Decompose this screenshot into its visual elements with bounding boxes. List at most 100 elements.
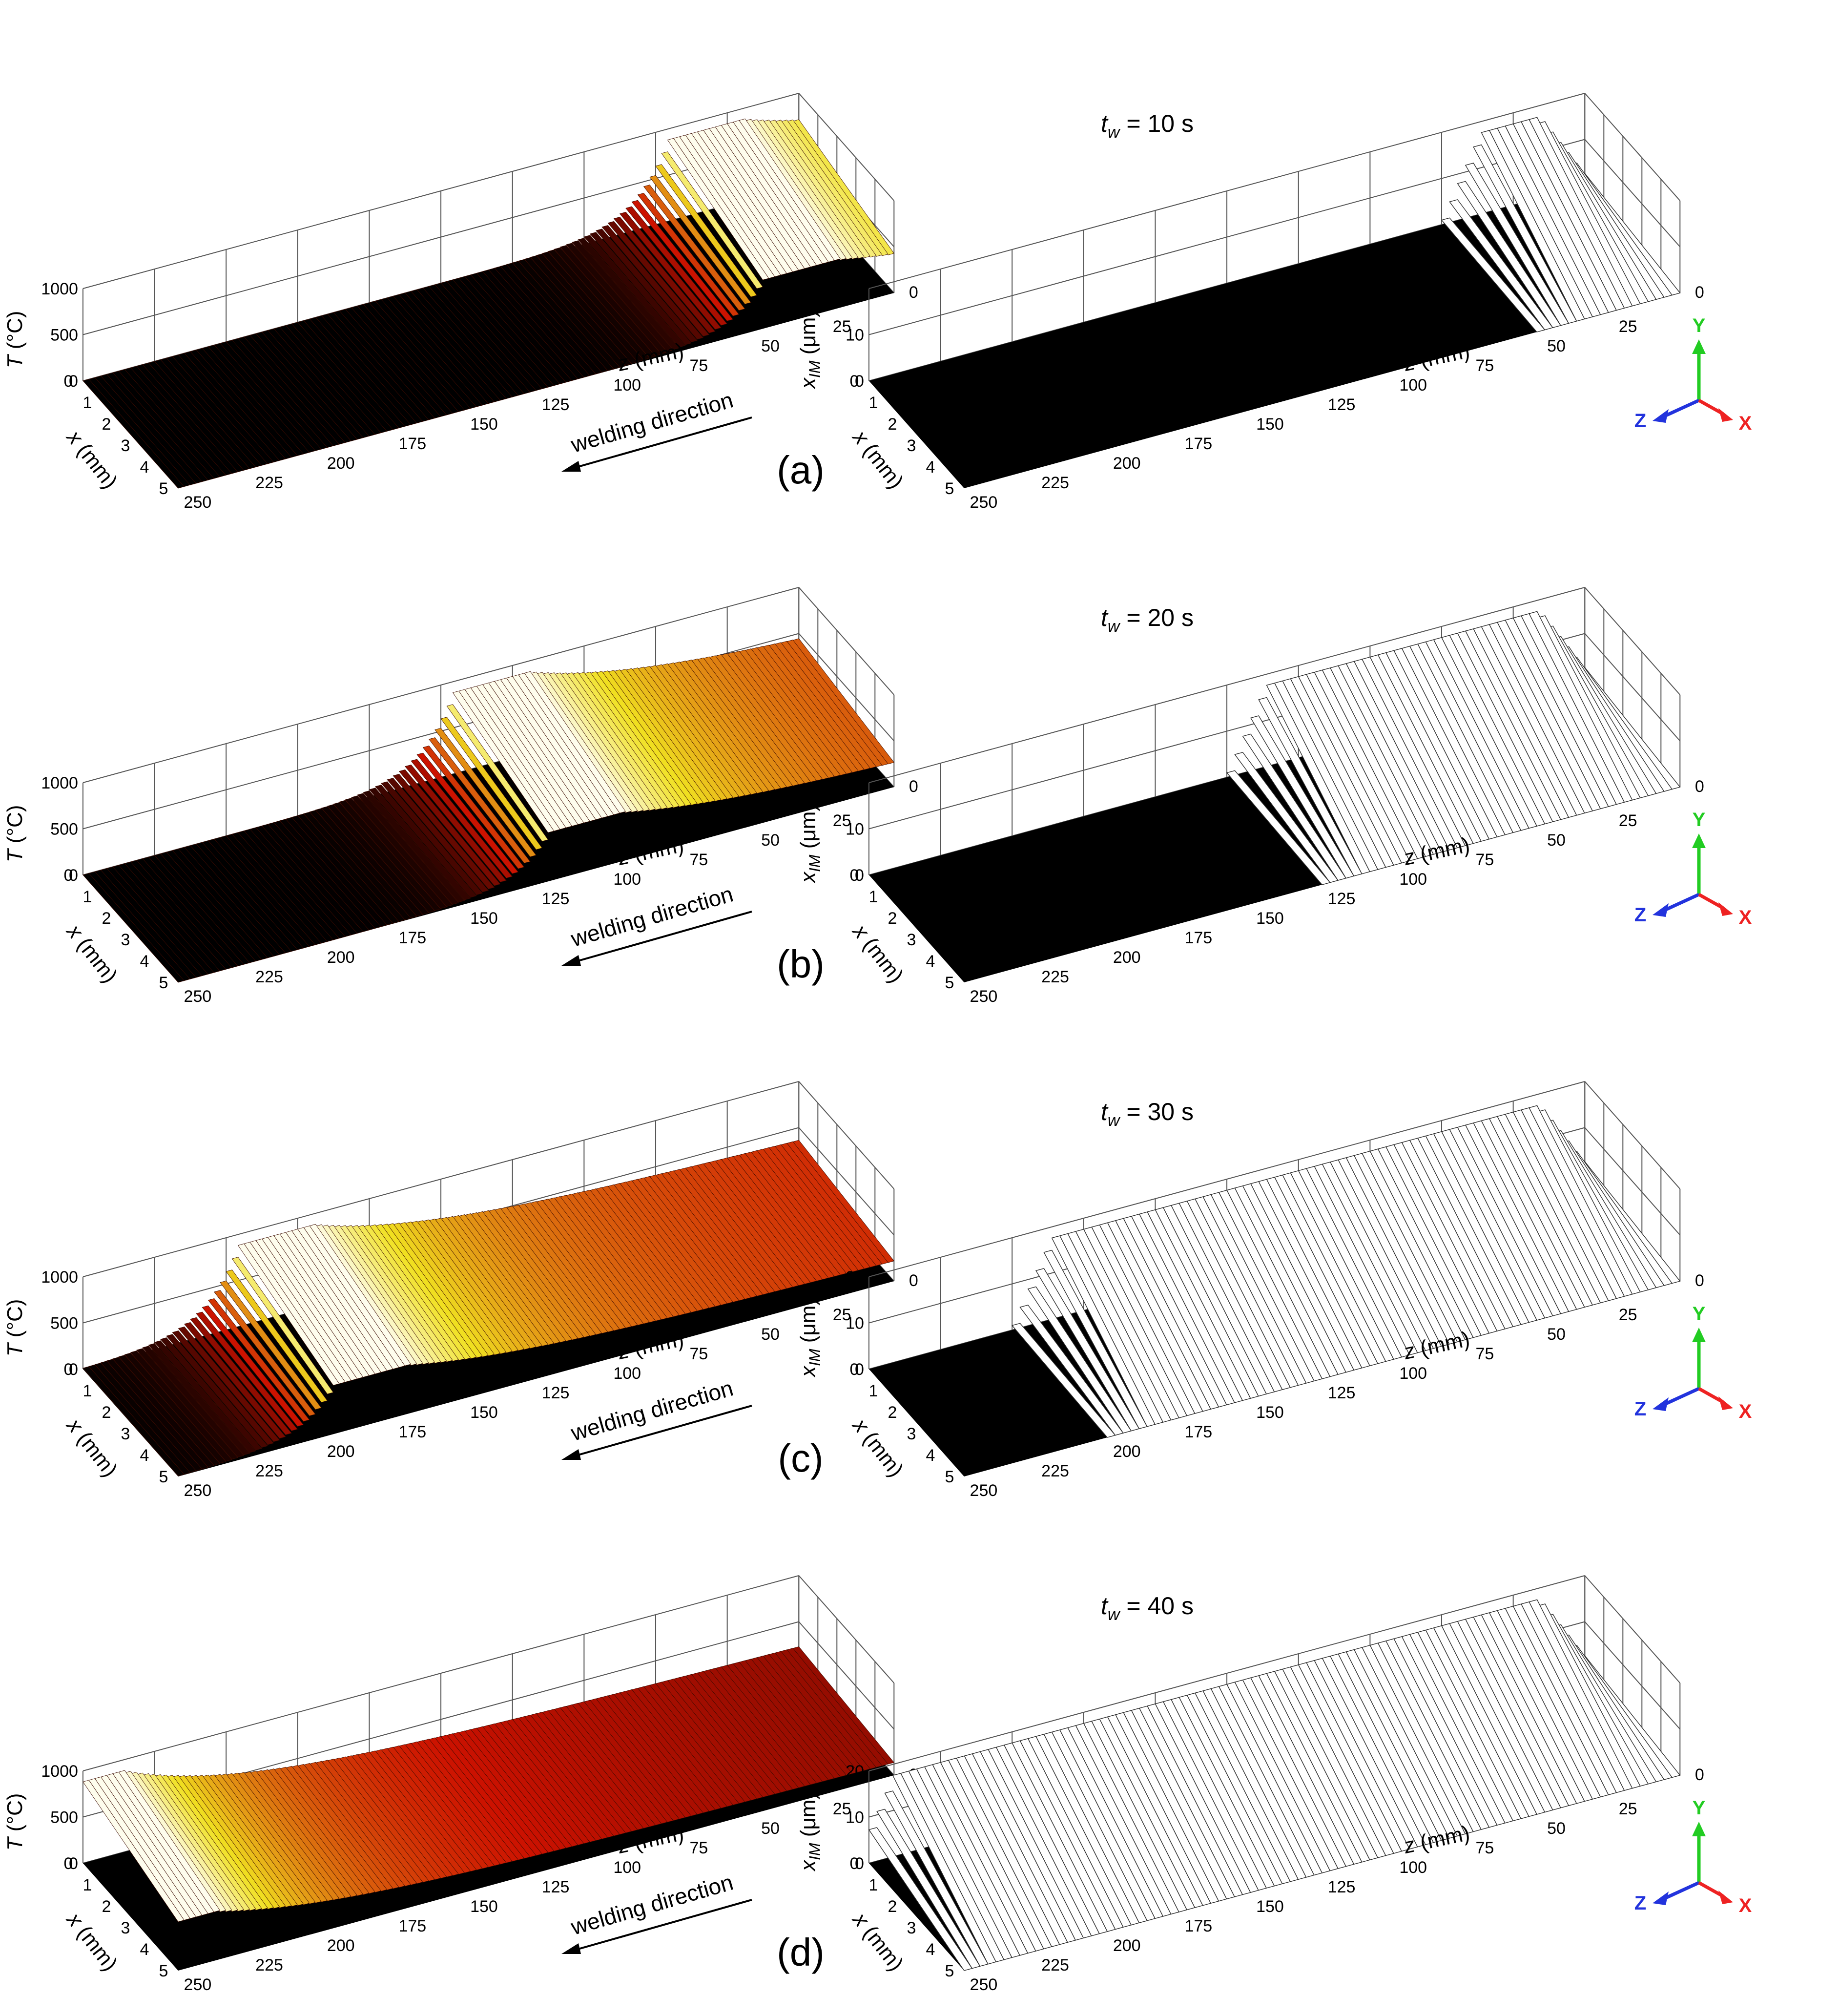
- im-z-tick: 50: [1547, 1819, 1566, 1838]
- welding-direction-label: welding direction: [568, 1869, 736, 1940]
- im-y-tick: 0: [855, 866, 864, 885]
- panel-letter: (d): [777, 1931, 825, 1974]
- triad-z-label: Z: [1634, 1892, 1646, 1914]
- temp-y-tick: 1000: [41, 1268, 78, 1287]
- temp-x-tick: 0: [63, 866, 73, 885]
- temperature-surface-strip: [750, 647, 853, 774]
- temperature-surface-strip: [405, 764, 507, 883]
- temperature-surface-strip: [733, 650, 835, 778]
- temperature-surface-strip: [583, 235, 686, 348]
- intermetallic-panel-4: 255075100125150175200225250001234501020z…: [796, 1575, 1752, 1994]
- temp-x-tick: 0: [63, 1854, 73, 1873]
- temperature-surface-strip: [255, 1770, 358, 1897]
- temp-z-tick: 200: [327, 454, 355, 473]
- temp-x-tick: 5: [159, 1468, 168, 1486]
- temperature-surface-strip: [661, 663, 764, 794]
- welding-direction-arrowhead: [561, 955, 581, 966]
- temp-gridline-side: [798, 1575, 895, 1683]
- temperature-surface-strip: [620, 668, 722, 802]
- triad-x-arrowhead: [1718, 1396, 1733, 1410]
- triad-z-label: Z: [1634, 1398, 1646, 1420]
- intermetallic-surface-strip: [1226, 770, 1331, 885]
- temperature-surface-strip: [416, 752, 519, 874]
- temperature-surface-strip: [792, 119, 894, 255]
- im-z-tick: 175: [1184, 1917, 1212, 1935]
- temperature-surface-strip: [237, 1243, 340, 1386]
- im-x-tick: 4: [926, 1940, 935, 1959]
- temperature-surface-strip: [452, 690, 555, 833]
- temp-z-tick: 50: [761, 1325, 780, 1344]
- temp-x-axis-label: x (mm): [62, 425, 122, 493]
- im-z-tick: 200: [1113, 948, 1141, 967]
- welding-direction-arrowhead: [561, 461, 581, 472]
- temp-gridline-v: [83, 587, 799, 783]
- temperature-surface-strip: [607, 221, 710, 337]
- welding-direction-label: welding direction: [568, 881, 736, 952]
- triad-z-arrowhead: [1653, 1891, 1669, 1905]
- temperature-surface-strip: [578, 238, 680, 350]
- temperature-surface-strip: [333, 1225, 435, 1364]
- temperature-surface-strip: [83, 1780, 185, 1922]
- temperature-surface-strip: [416, 1220, 519, 1352]
- welding-direction-arrow: [571, 1899, 752, 1952]
- temp-z-tick: 0: [909, 283, 918, 302]
- temperature-panel-3: 2550751001251501752002252500012345050010…: [3, 1081, 918, 1500]
- temperature-surface-strip: [249, 1770, 351, 1898]
- temperature-surface-strip: [345, 1755, 447, 1879]
- im-y-tick: 10: [846, 820, 864, 839]
- temperature-surface-strip: [566, 672, 668, 810]
- triad-y-arrowhead: [1692, 833, 1706, 848]
- temp-y-tick: 500: [50, 1314, 78, 1333]
- temperature-surface-strip: [691, 658, 793, 788]
- temp-z-tick: 25: [833, 317, 851, 336]
- temperature-surface-strip: [166, 1775, 268, 1910]
- im-x-tick: 3: [907, 1425, 916, 1443]
- temperature-surface-strip: [83, 1366, 185, 1476]
- im-x-tick: 2: [888, 1897, 897, 1916]
- temp-y-tick: 1000: [41, 774, 78, 792]
- temp-z-tick: 175: [398, 1423, 426, 1441]
- temp-z-tick: 150: [470, 415, 498, 434]
- temp-x-axis-label: x (mm): [62, 919, 122, 987]
- im-x-tick: 1: [868, 1382, 878, 1400]
- temperature-surface-strip: [780, 641, 883, 768]
- welding-direction-arrow: [571, 1405, 752, 1458]
- im-z-tick: 225: [1041, 968, 1069, 986]
- temperature-surface-strip: [315, 1761, 417, 1886]
- temp-gridline-side: [798, 93, 895, 201]
- temperature-surface-strip: [220, 1773, 322, 1904]
- temperature-surface-strip: [142, 1773, 244, 1912]
- temp-y-tick: 500: [50, 1808, 78, 1827]
- temp-x-tick: 3: [121, 931, 130, 949]
- temperature-surface-strip: [673, 662, 775, 791]
- triad-x-arrowhead: [1718, 1891, 1733, 1904]
- temperature-panel-1: 2550751001251501752002252500012345050010…: [3, 93, 918, 512]
- temperature-surface-strip: [768, 643, 871, 770]
- temperature-surface-strip: [237, 1772, 340, 1901]
- temperature-surface-strip: [512, 1205, 614, 1332]
- temperature-surface-strip: [607, 670, 710, 804]
- temperature-surface-strip: [422, 1219, 525, 1351]
- im-x-tick: 4: [926, 458, 935, 477]
- triad-z-axis: [1664, 893, 1700, 912]
- temp-z-tick: 150: [470, 1897, 498, 1916]
- temp-gridline-side: [798, 633, 895, 742]
- triad-z-label: Z: [1634, 410, 1646, 432]
- im-x-tick: 0: [849, 1360, 859, 1379]
- triad-x-label: X: [1739, 413, 1752, 434]
- im-x-tick: 1: [868, 1876, 878, 1894]
- temperature-surface-strip: [583, 671, 686, 808]
- temperature-surface-strip: [374, 1749, 477, 1872]
- im-z-tick: 150: [1256, 415, 1284, 434]
- temp-z-tick: 75: [689, 356, 708, 375]
- temperature-surface-strip: [220, 1280, 322, 1410]
- im-z-tick: 200: [1113, 454, 1141, 473]
- temperature-surface-strip: [351, 1225, 453, 1362]
- temperature-surface-strip: [452, 1215, 555, 1346]
- temperature-surface-strip: [411, 759, 513, 878]
- temp-z-tick: 100: [613, 376, 641, 395]
- temperature-surface-strip: [387, 1746, 489, 1869]
- im-z-tick: 225: [1041, 474, 1069, 492]
- im-y-tick: 20: [846, 1268, 864, 1287]
- im-z-tick: 100: [1399, 1858, 1427, 1877]
